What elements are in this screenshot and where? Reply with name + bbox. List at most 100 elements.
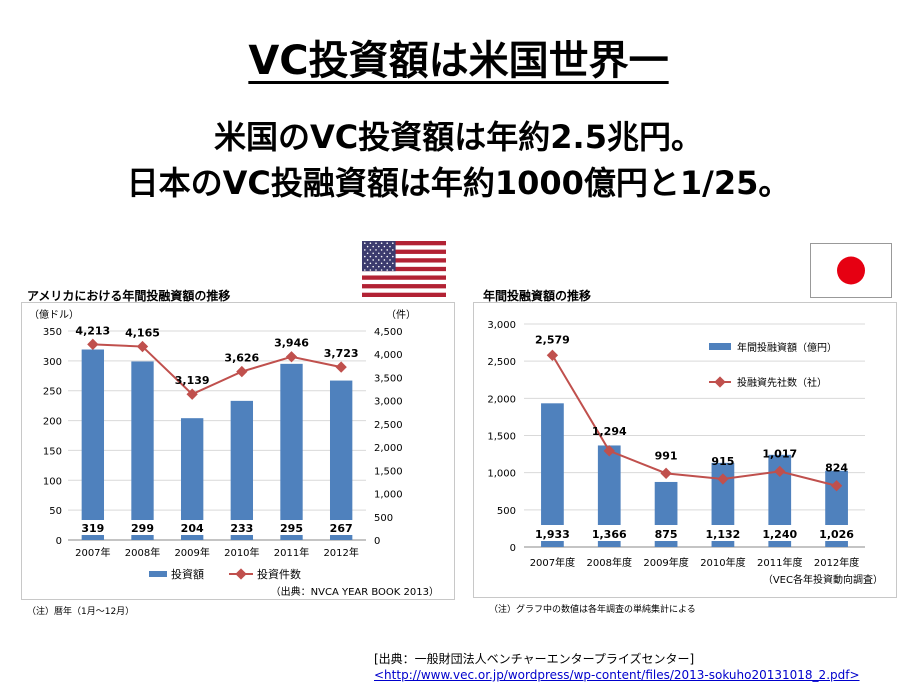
y-tick-left: 250 bbox=[43, 387, 62, 398]
x-tick-label: 2009年度 bbox=[643, 556, 688, 569]
bar-label-bg bbox=[126, 520, 159, 535]
flag-star bbox=[372, 252, 374, 255]
flag-star bbox=[380, 249, 383, 251]
y-tick-right: 1,000 bbox=[374, 490, 403, 501]
y-tick-right: 3,000 bbox=[374, 397, 403, 408]
bar-label-bg bbox=[225, 520, 258, 535]
flag-star bbox=[369, 249, 372, 251]
legend-bar-swatch bbox=[709, 343, 731, 350]
y-axis-label-right: （件） bbox=[386, 309, 416, 321]
flag-star bbox=[386, 269, 388, 271]
line-value-label: 3,626 bbox=[224, 352, 259, 365]
y-tick-right: 1,500 bbox=[374, 466, 403, 477]
flag-stripe bbox=[362, 241, 446, 246]
bar-value-label: 875 bbox=[655, 528, 678, 541]
subtitle-line-2: 日本のVC投融資額は年約1000億円と1/25。 bbox=[126, 164, 791, 202]
flag-star bbox=[386, 249, 388, 251]
bar-label-bg bbox=[275, 520, 308, 535]
flag-star bbox=[392, 255, 394, 258]
line-point bbox=[774, 465, 786, 478]
flag-stripe bbox=[362, 292, 446, 297]
x-tick-label: 2008年 bbox=[125, 546, 160, 559]
flag-star bbox=[392, 242, 394, 244]
flag-star bbox=[392, 269, 394, 271]
bar-label-bg bbox=[647, 525, 686, 541]
bar-label-bg bbox=[817, 525, 856, 541]
bar-value-label: 204 bbox=[181, 522, 204, 535]
line-value-label: 4,213 bbox=[75, 324, 110, 337]
flag-star bbox=[389, 259, 391, 261]
y-tick-right: 2,000 bbox=[374, 443, 403, 454]
flag-star bbox=[380, 242, 383, 244]
x-tick-label: 2011年 bbox=[274, 546, 309, 559]
bar-value-label: 1,026 bbox=[819, 528, 854, 541]
flag-star bbox=[378, 245, 380, 248]
chart-source: （VEC各年投資動向調査） bbox=[763, 573, 883, 586]
y-tick-left: 150 bbox=[43, 446, 62, 457]
y-tick-left: 350 bbox=[43, 327, 62, 338]
line-value-label: 4,165 bbox=[125, 327, 160, 340]
legend-bar-label: 年間投融資額（億円） bbox=[737, 341, 837, 354]
flag-star bbox=[366, 245, 369, 248]
flag-star bbox=[392, 262, 394, 265]
bar-value-label: 267 bbox=[330, 522, 353, 535]
bar-label-bg bbox=[176, 520, 209, 535]
line-point bbox=[546, 349, 559, 361]
legend-line-marker bbox=[714, 376, 726, 388]
legend-line-marker bbox=[235, 568, 247, 580]
flag-star bbox=[369, 255, 372, 258]
bar-value-label: 1,240 bbox=[762, 528, 797, 541]
flag-star bbox=[380, 269, 383, 271]
flag-star bbox=[364, 255, 366, 258]
bar-value-label: 319 bbox=[81, 522, 104, 535]
flag-stripe bbox=[362, 266, 446, 272]
flag-stripe bbox=[362, 284, 446, 289]
line-point bbox=[186, 388, 198, 400]
flag-star bbox=[383, 252, 386, 255]
x-tick-label: 2007年 bbox=[75, 546, 110, 559]
flag-star bbox=[383, 245, 386, 248]
y-tick: 0 bbox=[510, 543, 516, 554]
flag-star bbox=[364, 242, 366, 244]
bar bbox=[81, 349, 105, 540]
bar-value-label: 295 bbox=[280, 522, 303, 535]
line-series bbox=[92, 343, 342, 396]
y-tick: 3,000 bbox=[487, 320, 516, 331]
footer-source-link[interactable]: <http://www.vec.or.jp/wordpress/wp-conte… bbox=[374, 668, 860, 682]
flag-star bbox=[366, 252, 369, 255]
bar bbox=[768, 454, 792, 547]
slide-title: VC投資額は米国世界一 bbox=[0, 28, 917, 86]
flag-stripe bbox=[362, 249, 446, 254]
bar bbox=[131, 361, 154, 540]
bar-value-label: 299 bbox=[131, 522, 154, 535]
bar bbox=[230, 400, 254, 540]
y-tick-right: 4,000 bbox=[374, 350, 403, 361]
flag-star bbox=[375, 255, 377, 258]
line-point bbox=[830, 480, 843, 492]
line-point bbox=[236, 365, 248, 378]
footer-source-label: [出典：一般財団法人ベンチャーエンタープライズセンター] bbox=[374, 652, 695, 666]
flag-star bbox=[386, 255, 388, 258]
y-tick-right: 3,500 bbox=[374, 373, 403, 384]
line-point bbox=[717, 473, 729, 485]
line-value-label: 1,017 bbox=[762, 447, 797, 460]
line-value-label: 1,294 bbox=[592, 425, 627, 438]
flag-star bbox=[389, 265, 391, 268]
line-value-label: 2,579 bbox=[535, 333, 570, 346]
flag-star bbox=[380, 262, 383, 265]
line-point bbox=[335, 361, 347, 373]
line-value-label: 915 bbox=[711, 455, 734, 468]
flag-star bbox=[383, 259, 386, 261]
bar bbox=[329, 380, 353, 540]
x-tick-label: 2007年度 bbox=[530, 556, 575, 569]
y-tick-left: 100 bbox=[43, 476, 62, 487]
bar bbox=[180, 418, 204, 540]
flag-star bbox=[375, 242, 377, 244]
subtitle-line-1: 米国のVC投資額は年約2.5兆円。 bbox=[214, 118, 703, 156]
x-tick-label: 2011年度 bbox=[757, 556, 802, 569]
flag-star bbox=[375, 249, 377, 251]
flag-star bbox=[383, 265, 386, 268]
flag-star bbox=[366, 265, 369, 268]
flag-star bbox=[372, 265, 374, 268]
us-chart: 0 50 100 150 200 250 300 350 0 500 1,000 1,500 2,000… bbox=[29, 308, 439, 598]
